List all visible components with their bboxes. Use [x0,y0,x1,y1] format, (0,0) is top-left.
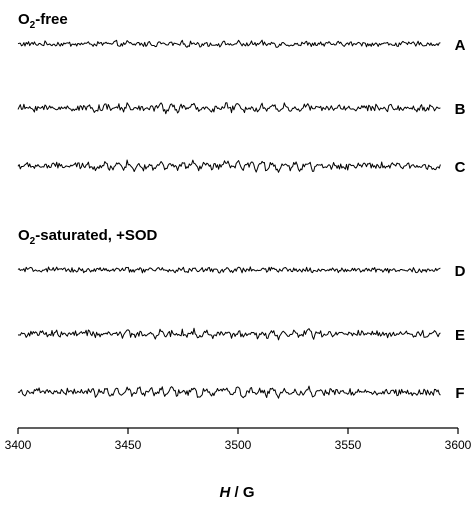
group-label-sub: 2 [30,236,36,247]
x-tick-label: 3600 [445,438,472,452]
spectrum-trace-F [17,385,441,399]
trace-label-C: C [455,159,466,176]
trace-label-E: E [455,327,465,344]
x-tick-label: 3450 [115,438,142,452]
group-label-sub: 2 [30,20,36,31]
x-tick-label: 3500 [225,438,252,452]
x-axis-label: H / G [219,484,254,501]
x-tick-label: 3550 [335,438,362,452]
x-tick-label: 3400 [5,438,32,452]
trace-label-F: F [455,385,464,402]
x-axis-label-symbol: H [219,484,231,501]
trace-label-D: D [455,263,466,280]
trace-label-B: B [455,101,466,118]
group-label-0: O2-free [18,11,68,31]
group-label-1: O2-saturated, +SOD [18,227,158,247]
trace-label-A: A [455,37,466,54]
spectrum-trace-D [17,266,441,274]
group-label-rest: -free [35,11,68,28]
spectrum-trace-C [17,159,441,173]
spectrum-trace-A [17,39,441,48]
spectrum-trace-B [17,102,441,115]
group-label-main: O [18,227,30,244]
group-label-rest: -saturated, +SOD [35,227,157,244]
spectrum-trace-E [17,327,441,341]
x-axis-label-unit: / G [230,484,254,501]
group-label-main: O [18,11,30,28]
